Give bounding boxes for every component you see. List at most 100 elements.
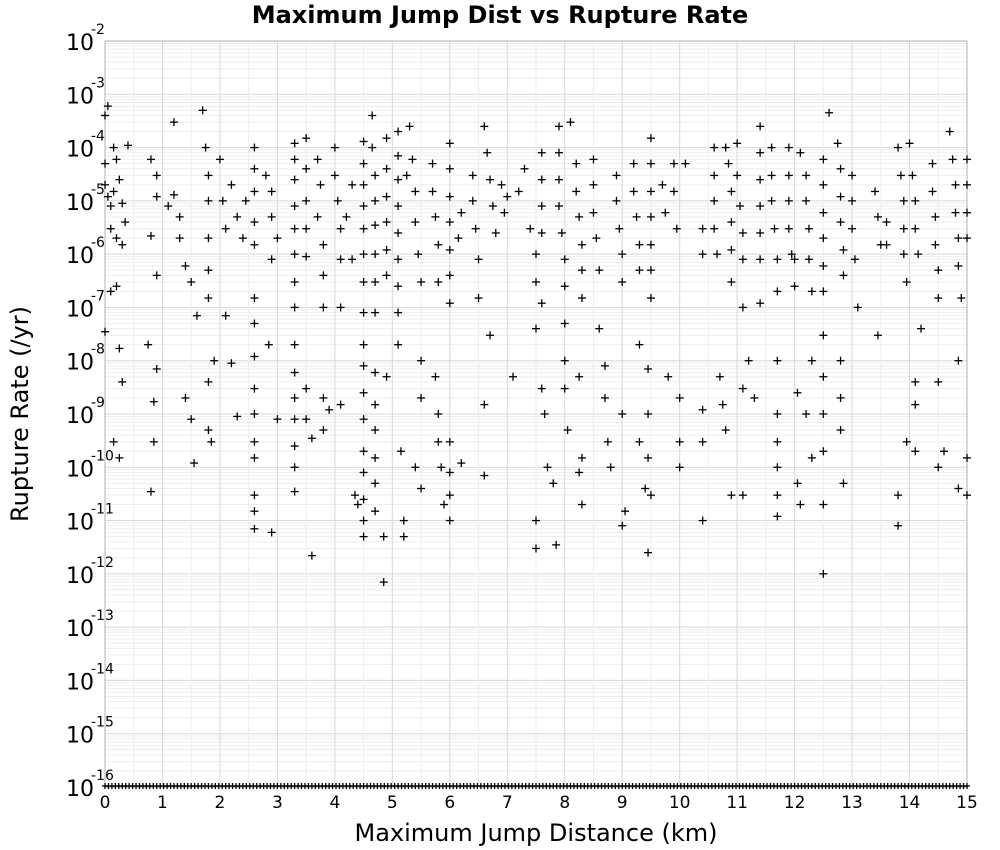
data-point [646,159,655,168]
data-point [644,364,653,373]
data-point [738,384,747,393]
data-point [359,495,368,504]
x-tick-label: 15 [956,793,978,813]
data-point [698,250,707,259]
data-point [434,437,443,446]
y-tick-label: 10 [66,777,94,802]
y-tick-exponent: -7 [91,288,105,304]
data-point [115,344,124,353]
data-point [302,134,311,143]
data-point [902,437,911,446]
data-point [204,196,213,205]
data-point [250,294,259,303]
data-point [402,171,411,180]
y-tick-label: 10 [66,84,94,109]
data-point [394,175,403,184]
data-point [371,308,380,317]
data-point [836,218,845,227]
data-point [440,500,449,509]
data-point [819,155,828,164]
data-point [290,340,299,349]
data-point [589,208,598,217]
data-point [359,516,368,525]
data-point [227,180,236,189]
data-point [290,442,299,451]
data-point [509,372,518,381]
data-point [819,208,828,217]
data-point [204,266,213,275]
data-point [445,468,454,477]
data-point [109,143,118,152]
data-point [793,479,802,488]
data-point [434,240,443,249]
data-point [290,202,299,211]
data-point [819,234,828,243]
y-tick-label: 10 [66,351,94,376]
data-point [560,282,569,291]
data-point [319,303,328,312]
data-point [221,311,230,320]
data-point [497,180,506,189]
data-point [911,196,920,205]
y-tick-exponent: -9 [91,395,105,411]
y-tick-exponent: -12 [91,555,114,571]
data-point [819,372,828,381]
data-point [290,139,299,148]
data-point [109,187,118,196]
data-point [488,202,497,211]
data-point [431,212,440,221]
data-point [698,224,707,233]
data-point [836,426,845,435]
data-point [307,434,316,443]
data-point [911,447,920,456]
data-point [554,148,563,157]
data-point [563,426,572,435]
data-point [445,271,454,280]
data-point [204,171,213,180]
data-point [359,415,368,424]
data-point [954,234,963,243]
data-point [181,261,190,270]
data-point [646,134,655,143]
data-point [359,308,368,317]
data-point [169,118,178,127]
y-tick-label: 10 [66,31,94,56]
data-point [428,187,437,196]
data-point [267,528,276,537]
data-point [784,171,793,180]
data-point [911,224,920,233]
data-point [445,491,454,500]
data-point [603,437,612,446]
data-point [221,224,230,233]
data-point [802,410,811,418]
data-point [101,180,109,189]
data-point [914,250,923,259]
data-point [905,139,914,148]
data-point [773,512,782,521]
data-point [644,453,653,462]
data-point [796,500,805,509]
data-point [575,468,584,477]
data-point [106,287,115,296]
data-point [474,294,483,303]
data-point [819,287,828,296]
data-point [417,356,426,365]
data-point [672,224,681,233]
data-point [445,192,454,201]
data-point [325,405,334,414]
x-tick-label: 5 [387,793,398,813]
data-point [804,224,813,233]
data-point [445,245,454,254]
data-point [807,453,816,462]
data-point [359,447,368,456]
data-point [480,400,489,409]
data-point [644,548,653,557]
data-point [713,250,722,259]
data-point [350,491,359,500]
data-point [532,324,540,333]
data-point [471,224,480,233]
data-point [468,196,477,205]
data-point [371,400,380,409]
data-point [348,255,357,264]
